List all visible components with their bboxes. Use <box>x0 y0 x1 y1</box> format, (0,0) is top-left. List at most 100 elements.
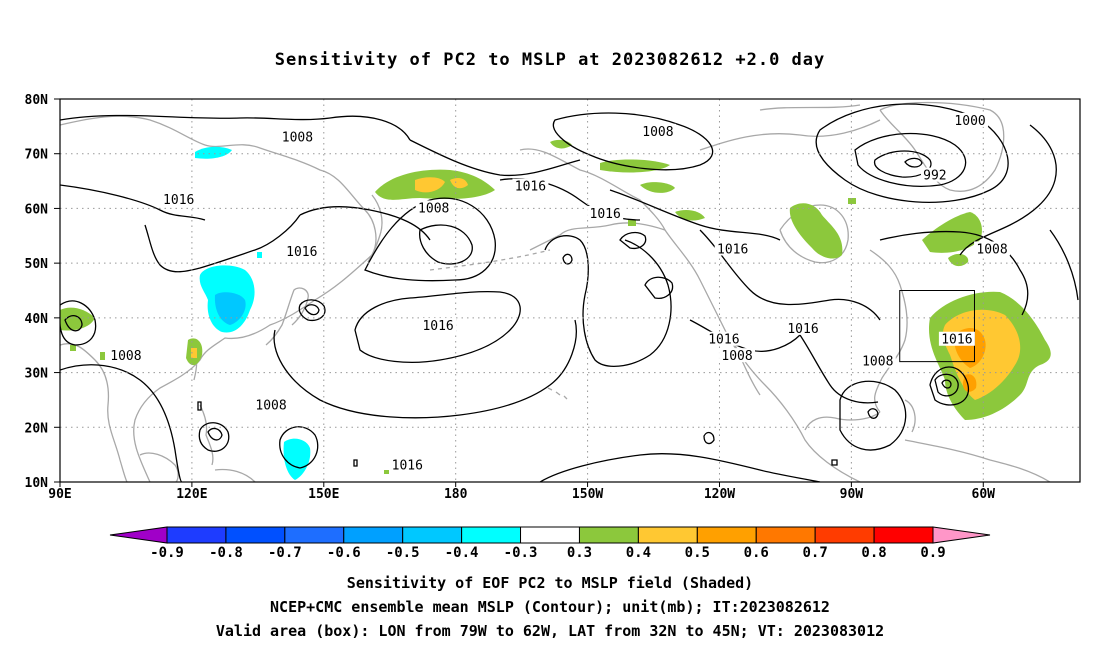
contour-label-bg <box>107 348 144 363</box>
lon-tick-label: 60W <box>972 487 996 502</box>
colorbar-box <box>637 526 698 544</box>
contour-label: 1016 <box>787 322 818 337</box>
contour-label-bg <box>253 397 290 412</box>
pos-region-labrador <box>922 212 982 253</box>
lat-tick-label: 70N <box>25 148 49 163</box>
mslp-contours <box>60 103 1079 482</box>
colorbar-box <box>402 526 463 544</box>
lat-tick-label: 60N <box>25 202 49 217</box>
graticule <box>60 99 1080 482</box>
colorbar-right-arrow <box>932 526 991 544</box>
neg-speck <box>257 252 262 258</box>
contour-label-bg <box>283 244 320 259</box>
contour-label-bg <box>920 167 949 182</box>
contour-label: 1008 <box>642 125 673 140</box>
lon-tick-label: 90E <box>48 487 71 502</box>
neg-region-siberia <box>195 146 232 159</box>
colorbar-label: 0.3 <box>567 545 592 561</box>
colorbar-label: 0.5 <box>685 545 710 561</box>
contour-label: 1016 <box>941 333 972 348</box>
colorbar-box <box>696 526 757 544</box>
contour-label: 1016 <box>590 207 621 222</box>
colorbar-box <box>755 526 816 544</box>
contour-label-bg <box>974 241 1011 256</box>
lat-tick-label: 50N <box>25 257 49 272</box>
contour-label: 1008 <box>862 355 893 370</box>
colorbar-label: -0.4 <box>445 545 479 561</box>
contour-label: 1016 <box>515 180 546 195</box>
contour-label: 1016 <box>163 193 194 208</box>
valid-area-box <box>899 290 975 363</box>
contour-label-bg <box>389 457 426 472</box>
pos-region-india <box>60 307 95 331</box>
colorbar-label: 0.9 <box>920 545 945 561</box>
contour-label-bg <box>938 331 975 346</box>
lat-tick-label: 80N <box>25 93 49 108</box>
contour-label-bg <box>415 200 452 215</box>
colorbar-box <box>461 526 522 544</box>
map-frame <box>59 98 1081 483</box>
lat-tick-label: 10N <box>25 476 49 491</box>
contour-label: 1008 <box>255 398 286 413</box>
contour-label-bg <box>639 123 676 138</box>
contour-label: 1008 <box>721 349 752 364</box>
colorbar-label: -0.3 <box>504 545 538 561</box>
lon-tick-label: 120E <box>176 487 207 502</box>
contour-label-bg <box>160 192 197 207</box>
contour-label-bg <box>952 112 989 127</box>
lat-tick-label: 30N <box>25 367 49 382</box>
colorbar-box <box>814 526 875 544</box>
contour-label: 1008 <box>976 242 1007 257</box>
pos-region-arctic <box>600 159 670 173</box>
contour-labels: 1008101610161008101610081016101610161016… <box>107 112 1011 474</box>
colorbar-label: -0.8 <box>209 545 243 561</box>
contour-label: 1016 <box>717 242 748 257</box>
colorbar-box <box>520 526 580 544</box>
lat-tick-label: 40N <box>25 312 49 327</box>
colorbar-label: 0.4 <box>626 545 651 561</box>
colorbar: -0.9 -0.8 -0.7 -0.6 -0.5 -0.4 -0.3 0.3 0.4 0.5 0.6… <box>109 526 991 561</box>
lat-tick-label: 20N <box>25 421 49 436</box>
colorbar-label: 0.6 <box>744 545 769 561</box>
contour-label-bg <box>279 129 316 144</box>
colorbar-box <box>225 526 286 544</box>
contour-label: 1016 <box>422 319 453 334</box>
pos-region-canada <box>789 203 843 259</box>
contour-label-bg <box>587 205 624 220</box>
footer-line-2: NCEP+CMC ensemble mean MSLP (Contour); u… <box>270 598 830 616</box>
contour-label: 992 <box>923 169 946 184</box>
contour-label: 1008 <box>418 201 449 216</box>
colorbar-label: -0.9 <box>150 545 184 561</box>
contour-label-bg <box>719 348 756 363</box>
contour-label: 1016 <box>392 459 423 474</box>
colorbar-box <box>578 526 639 544</box>
colorbar-label: 0.7 <box>803 545 828 561</box>
contour-label-bg <box>512 178 549 193</box>
colorbar-label: -0.5 <box>386 545 420 561</box>
footer-line-3: Valid area (box): LON from 79W to 62W, L… <box>215 622 885 640</box>
colorbar-label: -0.7 <box>268 545 302 561</box>
contour-label: 1008 <box>110 349 141 364</box>
contour-label: 1008 <box>282 130 313 145</box>
sensitivity-shading <box>60 139 1051 480</box>
colorbar-box <box>343 526 404 544</box>
footer-line-1: Sensitivity of EOF PC2 to MSLP field (Sh… <box>346 574 754 592</box>
contour-label-bg <box>859 353 896 368</box>
colorbar-label: -0.6 <box>327 545 361 561</box>
colorbar-box <box>873 526 934 544</box>
lon-tick-label: 90W <box>840 487 864 502</box>
contour-label: 1016 <box>708 333 739 348</box>
contour-label-bg <box>705 331 742 346</box>
colorbar-box <box>166 526 227 544</box>
lon-tick-label: 150W <box>572 487 603 502</box>
lon-tick-label: 180 <box>444 487 468 502</box>
lon-tick-label: 150E <box>308 487 339 502</box>
colorbar-left-arrow <box>109 526 168 544</box>
neg-region-china-core <box>214 292 246 325</box>
contour-label: 1000 <box>954 114 985 129</box>
neg-region-pacific <box>283 438 311 480</box>
contour-label-bg <box>420 318 457 333</box>
map-title: Sensitivity of PC2 to MSLP at 2023082612… <box>274 50 826 70</box>
